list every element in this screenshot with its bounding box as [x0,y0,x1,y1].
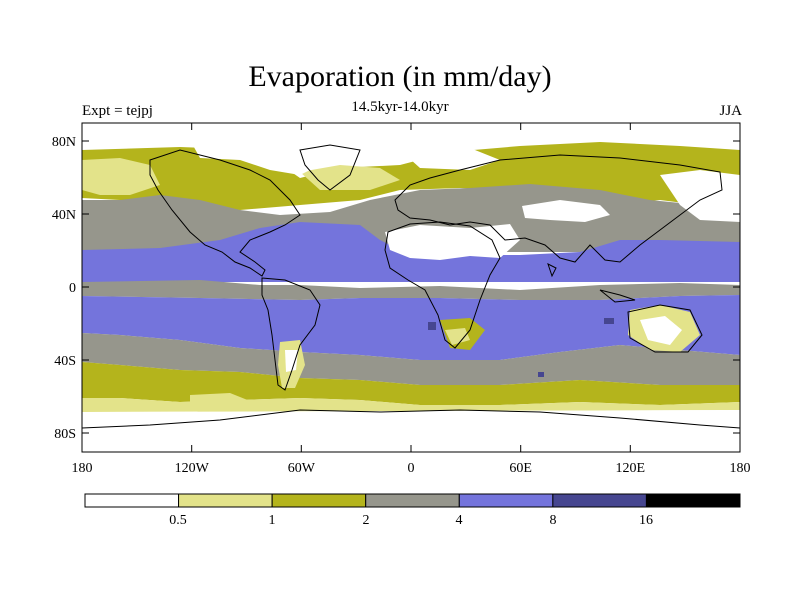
colorbar-label: 16 [639,513,653,528]
lat-tick-label: 80S [54,427,76,442]
colorbar-label: 8 [550,513,557,528]
colorbar-swatch [552,493,647,508]
lon-tick-label: 60E [509,461,532,476]
colorbar-swatch [645,493,741,508]
lon-tick-label: 60W [288,461,316,476]
lon-tick-label: 0 [408,461,415,476]
season-label: JJA [719,103,742,119]
lat-tick-label: 40S [54,354,76,369]
lat-tick-label: 40N [52,208,76,223]
longitude-axis: 180 120W 60W 0 60E 120E 180 [72,123,751,476]
colorbar-swatch [458,493,554,508]
lon-tick-label: 120E [616,461,646,476]
lat-tick-label: 80N [52,135,76,150]
colorbar-label: 1 [269,513,276,528]
lon-tick-label: 180 [730,461,751,476]
lon-tick-label: 180 [72,461,93,476]
colorbar-swatch [178,493,273,508]
colorbar-legend: 0.5 1 2 4 8 16 [84,493,741,528]
colorbar-swatch [84,493,180,508]
latitude-axis: 80N 40N 0 40S 80S [52,135,740,442]
colorbar-swatch [271,493,367,508]
lon-tick-label: 120W [175,461,210,476]
coastlines [82,144,740,429]
experiment-label: Expt = tejpj [82,103,153,119]
lat-tick-label: 0 [69,281,76,296]
evaporation-field [82,123,740,452]
colorbar-swatch [365,493,460,508]
map-subtitle: 14.5kyr-14.0kyr [351,99,449,115]
colorbar-label: 2 [363,513,370,528]
map-title: Evaporation (in mm/day) [248,60,552,93]
colorbar-label: 0.5 [169,513,187,528]
colorbar-label: 4 [456,513,463,528]
